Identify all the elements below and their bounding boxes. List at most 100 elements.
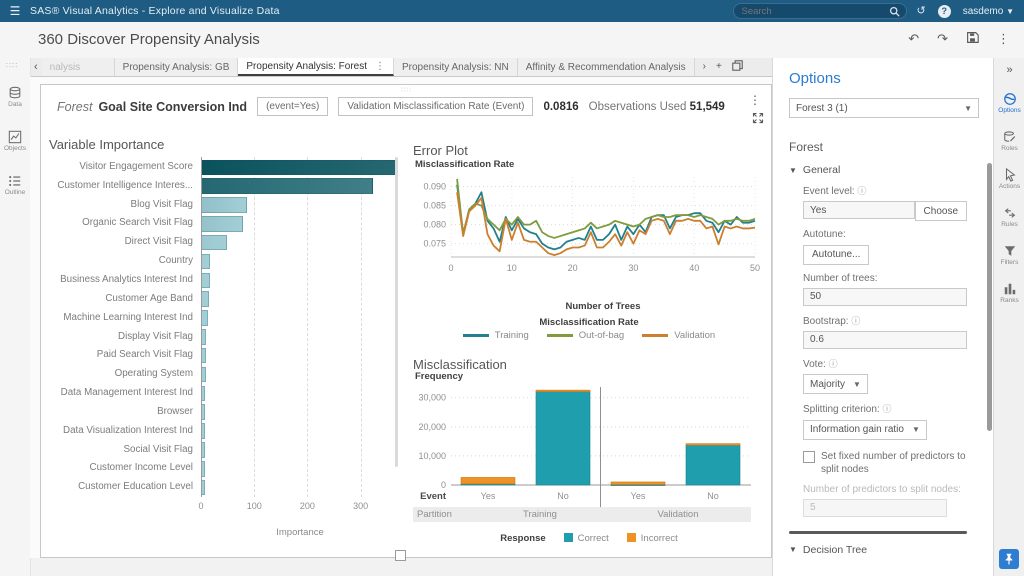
- vi-bar[interactable]: [201, 197, 247, 213]
- event-level-input[interactable]: Yes: [803, 201, 915, 219]
- tab-scroll-left-button[interactable]: ‹: [30, 58, 42, 76]
- user-menu[interactable]: sasdemo ▼: [963, 6, 1014, 17]
- maximize-button[interactable]: [752, 111, 764, 129]
- redo-button[interactable]: ↷: [937, 32, 948, 45]
- right-rail-item-ranks[interactable]: Ranks: [994, 282, 1024, 304]
- card-resize-handle[interactable]: [395, 550, 406, 561]
- legend-item[interactable]: Out-of-bag: [547, 330, 624, 341]
- card-menu-button[interactable]: ⋮: [749, 93, 761, 107]
- vi-bar[interactable]: [201, 235, 227, 251]
- panel-scrollbar[interactable]: [987, 163, 992, 431]
- choose-button[interactable]: Choose: [915, 201, 967, 221]
- splitting-criterion-dropdown[interactable]: Information gain ratio▼: [803, 420, 927, 440]
- x-axis-tick: 100: [239, 501, 269, 511]
- tab-affinity-recommendation[interactable]: Affinity & Recommendation Analysis: [518, 58, 695, 76]
- bar-incorrect[interactable]: [686, 444, 740, 446]
- general-group-toggle[interactable]: ▼ General: [789, 164, 967, 176]
- decision-tree-group-toggle[interactable]: ▼ Decision Tree: [789, 544, 967, 556]
- left-rail-item-outline[interactable]: Outline: [0, 174, 30, 196]
- info-icon[interactable]: ⓘ: [851, 316, 860, 326]
- add-page-button[interactable]: +: [716, 62, 722, 72]
- panel-section-title: Forest: [789, 140, 823, 154]
- bootstrap-label: Bootstrap: ⓘ: [803, 314, 967, 327]
- legend-item[interactable]: Validation: [642, 330, 715, 341]
- rail-drag-handle[interactable]: ∷∷: [6, 61, 18, 70]
- right-rail-label: Options: [994, 107, 1024, 114]
- tab-propensity-nn[interactable]: Propensity Analysis: NN: [394, 58, 518, 76]
- info-icon[interactable]: ⓘ: [857, 186, 866, 196]
- bar-correct[interactable]: [536, 392, 590, 485]
- right-rail-label: Actions: [994, 183, 1024, 190]
- bar-incorrect[interactable]: [611, 482, 665, 485]
- vi-bar[interactable]: [201, 216, 243, 232]
- vote-dropdown[interactable]: Majority▼: [803, 374, 868, 394]
- tab-menu-icon[interactable]: ⋮: [375, 61, 385, 72]
- right-rail-label: Rules: [994, 221, 1024, 228]
- right-rail-item-actions[interactable]: Actions: [994, 168, 1024, 190]
- tab-propensity-gb[interactable]: Propensity Analysis: GB: [115, 58, 239, 76]
- vi-scrollbar[interactable]: [395, 157, 398, 467]
- fixed-predictors-checkbox[interactable]: [803, 451, 815, 463]
- search-input[interactable]: [740, 5, 889, 18]
- number-of-trees-label: Number of trees:: [803, 273, 967, 284]
- number-of-trees-input[interactable]: 50: [803, 288, 967, 306]
- right-rail-item-rules[interactable]: Rules: [994, 206, 1024, 228]
- pin-panel-button[interactable]: [999, 549, 1019, 569]
- bootstrap-input[interactable]: 0.6: [803, 331, 967, 349]
- vi-bar[interactable]: [201, 160, 397, 176]
- vi-category-label: Social Visit Flag: [49, 444, 201, 455]
- bar-correct[interactable]: [686, 445, 740, 485]
- left-rail-item-data[interactable]: Data: [0, 86, 30, 108]
- history-icon[interactable]: ↺: [917, 6, 926, 17]
- search-icon: [889, 6, 900, 17]
- vi-bar-zone: [201, 383, 399, 402]
- left-rail-item-objects[interactable]: Objects: [0, 130, 30, 152]
- hamburger-menu-icon[interactable]: ☰: [0, 4, 30, 18]
- autotune-button[interactable]: Autotune...: [803, 245, 869, 265]
- search-box[interactable]: [733, 3, 907, 19]
- legend-item[interactable]: Training: [463, 330, 529, 341]
- help-icon[interactable]: ?: [938, 5, 951, 18]
- vi-row: Direct Visit Flag: [49, 232, 399, 251]
- splitting-criterion-label: Splitting criterion: ⓘ: [803, 402, 967, 415]
- caret-down-icon: ▼: [789, 545, 797, 554]
- series-validation: [457, 192, 755, 255]
- legend-item[interactable]: Correct: [564, 533, 609, 544]
- info-icon[interactable]: ⓘ: [882, 404, 891, 414]
- tab-scroll-right-button[interactable]: ›: [703, 62, 706, 72]
- chevron-down-icon: ▼: [853, 380, 861, 389]
- svg-text:0: 0: [441, 480, 446, 490]
- forest-object-card[interactable]: ∷∷ Forest Goal Site Conversion Ind (even…: [40, 84, 772, 558]
- vi-bar[interactable]: [201, 291, 209, 307]
- info-icon[interactable]: ⓘ: [829, 359, 838, 369]
- card-drag-handle[interactable]: ∷∷: [401, 86, 412, 94]
- left-rail: ∷∷ Data Objects Outline: [0, 58, 31, 576]
- tab-clipped[interactable]: nalysis: [42, 58, 115, 76]
- svg-text:0.080: 0.080: [423, 220, 446, 230]
- vi-bar[interactable]: [201, 273, 210, 289]
- right-rail-item-filters[interactable]: Filters: [994, 244, 1024, 266]
- legend-item[interactable]: Incorrect: [627, 533, 678, 544]
- event-badge[interactable]: (event=Yes): [257, 97, 328, 116]
- object-selector-dropdown[interactable]: Forest 3 (1) ▼: [789, 98, 979, 118]
- undo-button[interactable]: ↶: [908, 32, 919, 45]
- bar-incorrect[interactable]: [536, 390, 590, 392]
- duplicate-page-button[interactable]: [732, 60, 743, 74]
- legend-swatch: [627, 533, 636, 542]
- vi-bar[interactable]: [201, 178, 373, 194]
- metric-selector-badge[interactable]: Validation Misclassification Rate (Event…: [338, 97, 533, 116]
- svg-text:10: 10: [507, 263, 517, 273]
- left-rail-label: Data: [0, 101, 30, 108]
- bar-incorrect[interactable]: [461, 477, 515, 483]
- tab-label: Propensity Analysis: Forest: [246, 61, 367, 72]
- vi-bar[interactable]: [201, 254, 210, 270]
- right-rail-item-roles[interactable]: Roles: [994, 130, 1024, 152]
- collapse-panel-button[interactable]: »: [994, 64, 1024, 76]
- vi-bar-zone: [201, 251, 399, 270]
- save-button[interactable]: [966, 31, 979, 46]
- right-rail-item-options[interactable]: Options: [994, 92, 1024, 114]
- tab-propensity-forest[interactable]: Propensity Analysis: Forest ⋮: [238, 58, 394, 76]
- more-options-button[interactable]: ⋮: [997, 32, 1010, 45]
- vi-bar-zone: [201, 214, 399, 233]
- vi-bar[interactable]: [201, 310, 208, 326]
